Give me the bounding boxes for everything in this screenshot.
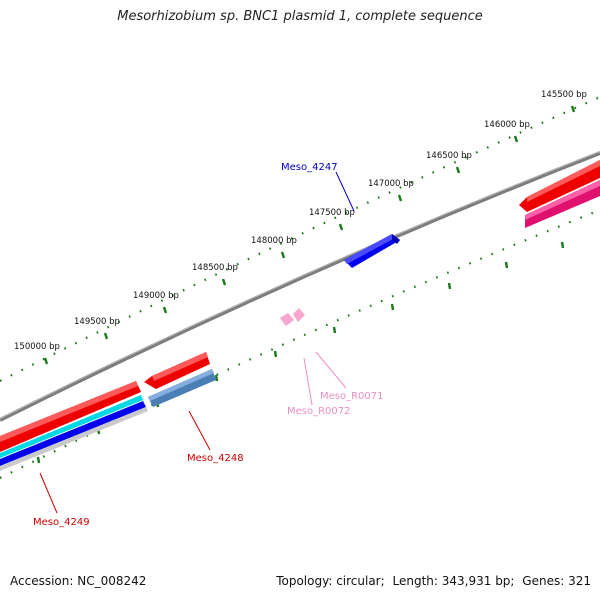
label-meso-4248: Meso_4248 <box>187 453 244 464</box>
tick-label: 148000 bp <box>251 236 297 246</box>
leader-meso-4247 <box>335 171 355 212</box>
inner-tick-row <box>0 208 600 479</box>
major-tick <box>43 357 49 365</box>
major-tick <box>513 135 519 143</box>
accession-label: Accession: <box>10 574 74 588</box>
rna-meso-r0072[interactable] <box>280 313 294 326</box>
tick-label: 150000 bp <box>14 342 60 352</box>
major-tick <box>103 332 109 340</box>
length-label: Length: <box>392 574 438 588</box>
genes-label: Genes: <box>522 574 565 588</box>
rna-meso-r0071[interactable] <box>293 308 305 322</box>
major-tick <box>455 166 461 174</box>
major-tick <box>162 306 168 314</box>
tick-label: 147000 bp <box>368 179 414 189</box>
label-meso-4249: Meso_4249 <box>33 517 90 528</box>
gene-meso-4247[interactable] <box>344 234 400 268</box>
inner-major-tick <box>332 326 337 334</box>
tick-label: 146500 bp <box>426 151 472 161</box>
map-title: Mesorhizobium sp. BNC1 plasmid 1, comple… <box>117 9 483 24</box>
label-meso-r0071: Meso_R0071 <box>320 391 384 402</box>
plasmid-backbone <box>0 151 600 422</box>
label-meso-r0072: Meso_R0072 <box>287 406 351 417</box>
inner-major-tick <box>273 350 278 358</box>
inner-major-tick <box>504 261 509 269</box>
tick-label: 149000 bp <box>133 291 179 301</box>
inner-major-tick <box>447 282 452 290</box>
tick-label: 147500 bp <box>309 208 355 218</box>
leader-meso-4249 <box>39 472 58 514</box>
genes-value: 321 <box>568 574 591 588</box>
outer-tick-row <box>0 95 600 382</box>
major-tick <box>338 223 344 231</box>
major-tick <box>397 194 403 202</box>
topology-label: Topology: <box>276 574 333 588</box>
tick-label: 146000 bp <box>484 120 530 130</box>
gene-meso-4249[interactable] <box>0 381 148 471</box>
major-tick <box>221 278 227 286</box>
topology-value: circular; <box>336 574 385 588</box>
major-tick <box>570 105 576 113</box>
major-tick <box>280 251 286 259</box>
tick-labels: 145500 bp 146000 bp 146500 bp 147000 bp 1475… <box>14 90 587 352</box>
inner-major-tick <box>36 456 41 464</box>
gene-meso-4248[interactable] <box>144 352 210 389</box>
leader-meso-4248 <box>188 410 211 451</box>
accession-value: NC_008242 <box>77 574 147 588</box>
tick-label: 148500 bp <box>192 263 238 273</box>
leader-meso-r0071 <box>315 351 347 389</box>
sequence-summary: Topology: circular; Length: 343,931 bp; … <box>276 574 591 588</box>
length-value: 343,931 bp; <box>441 574 515 588</box>
inner-major-tick <box>560 241 565 249</box>
gene-right-red[interactable] <box>519 160 600 212</box>
accession-info: Accession: NC_008242 <box>10 574 146 588</box>
gene-steelblue[interactable] <box>148 369 216 407</box>
inner-major-tick <box>214 374 219 382</box>
gene-right-magenta[interactable] <box>525 180 600 228</box>
tick-label: 145500 bp <box>541 90 587 100</box>
leader-meso-r0072 <box>303 357 313 406</box>
inner-major-tick <box>390 303 395 311</box>
tick-label: 149500 bp <box>74 317 120 327</box>
label-meso-4247: Meso_4247 <box>281 162 338 173</box>
